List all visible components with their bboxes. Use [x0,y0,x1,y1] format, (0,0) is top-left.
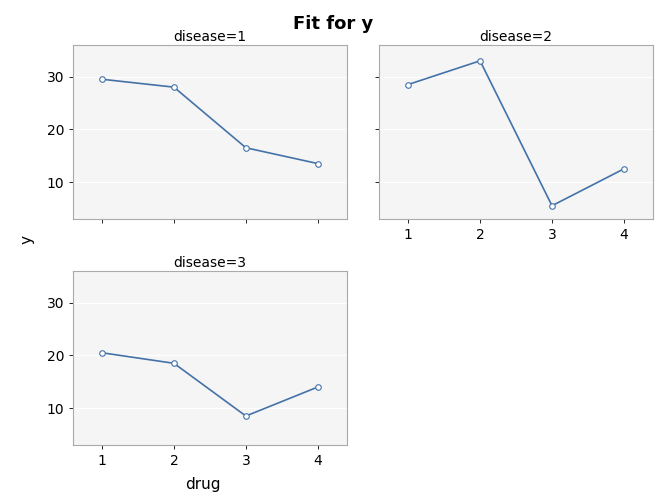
Text: y: y [19,236,34,244]
Title: disease=3: disease=3 [173,256,246,270]
Title: disease=2: disease=2 [480,30,553,44]
Title: disease=1: disease=1 [173,30,246,44]
Text: drug: drug [185,478,221,492]
Text: Fit for y: Fit for y [293,15,373,33]
